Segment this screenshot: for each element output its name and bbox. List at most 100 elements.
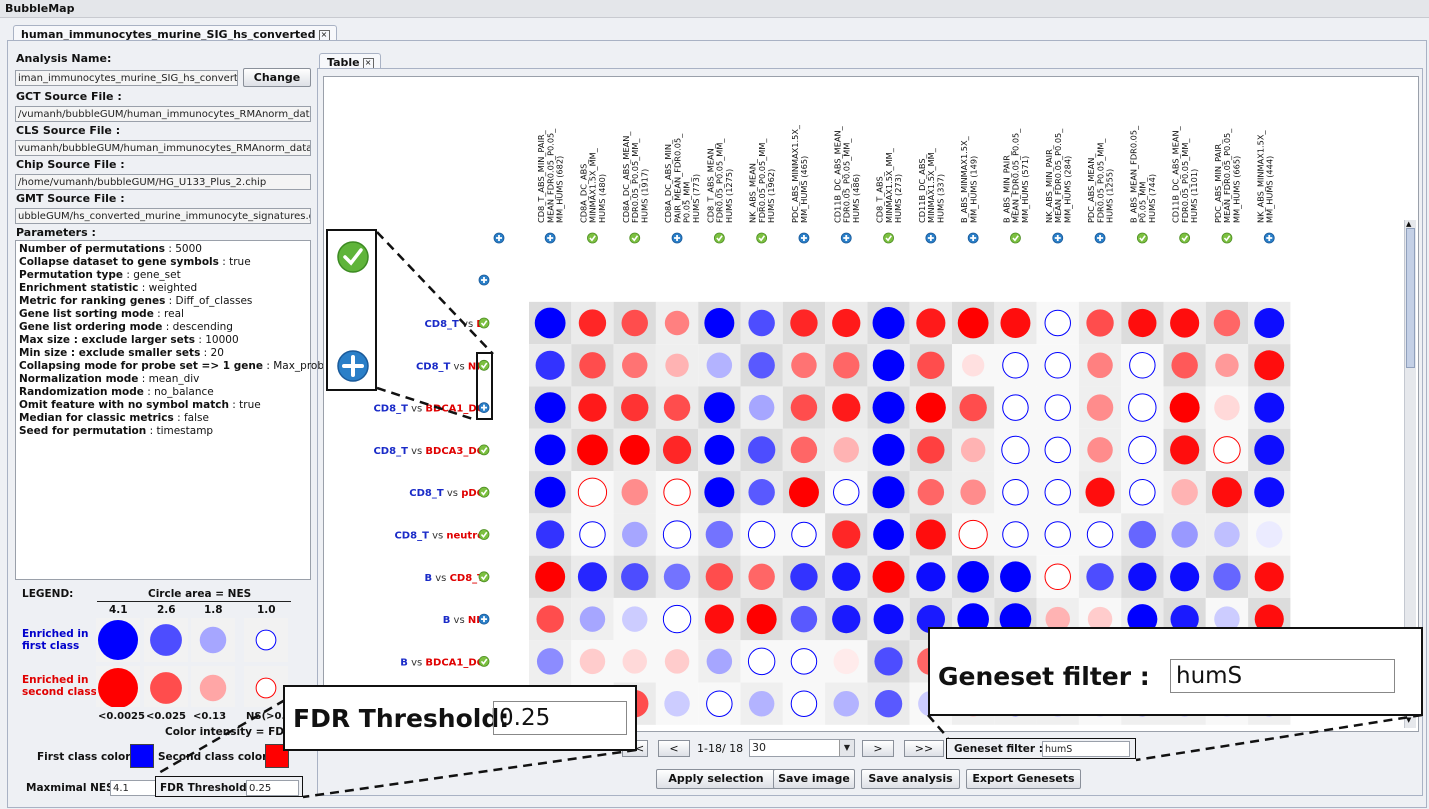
column-label[interactable]: PDC_ABS_MEAN_FDR0.05_P0.05_MM_HUMS (1255…: [1086, 138, 1115, 223]
bubble[interactable]: [1000, 308, 1031, 338]
bubble[interactable]: [664, 310, 690, 336]
bubble[interactable]: [1085, 477, 1115, 507]
check-icon[interactable]: [337, 241, 369, 273]
bubble[interactable]: [704, 604, 734, 634]
check-icon[interactable]: [1179, 232, 1191, 244]
check-icon[interactable]: [1136, 232, 1148, 244]
bubble[interactable]: [957, 560, 989, 593]
bubble[interactable]: [791, 352, 817, 379]
bubble[interactable]: [536, 520, 565, 549]
bubble[interactable]: [704, 477, 735, 508]
bubble[interactable]: [1087, 606, 1113, 632]
column-label[interactable]: B_ABS_MEAN_FDR0.05_P0.05_MM_HUMS (744): [1128, 125, 1157, 223]
tab-analysis[interactable]: human_immunocytes_murine_SIG_hs_converte…: [13, 25, 337, 41]
bubble[interactable]: [832, 308, 861, 338]
bubble[interactable]: [1170, 604, 1199, 634]
gct-field[interactable]: /vumanh/bubbleGUM/human_immunocytes_RMAn…: [15, 106, 311, 122]
bubble[interactable]: [1087, 437, 1113, 463]
bubble[interactable]: [1213, 309, 1241, 337]
bubble[interactable]: [960, 479, 986, 505]
bubble[interactable]: [579, 521, 606, 548]
bubble[interactable]: [1213, 436, 1241, 464]
column-label[interactable]: CD8A_DC_ABS_MIN_PAIR_MEAN_FDR0.05_P0.05_…: [663, 133, 701, 223]
cls-field[interactable]: vumanh/bubbleGUM/human_immunocytes_RMAno…: [15, 140, 311, 156]
close-icon[interactable]: ×: [362, 57, 374, 69]
tab-table[interactable]: Table ×: [319, 53, 381, 69]
row-label[interactable]: B vs NK: [443, 615, 485, 626]
bubble[interactable]: [1214, 521, 1240, 548]
bubble[interactable]: [535, 350, 565, 380]
scroll-down-icon[interactable]: ▼: [1406, 716, 1412, 724]
bubble[interactable]: [790, 394, 818, 421]
apply-selection-button[interactable]: Apply selection: [656, 769, 776, 789]
bubble[interactable]: [577, 477, 608, 507]
bubble[interactable]: [790, 605, 818, 633]
bubble[interactable]: [747, 436, 776, 464]
bubble[interactable]: [706, 690, 733, 717]
bubble[interactable]: [1170, 435, 1200, 465]
bubble[interactable]: [621, 478, 648, 506]
bubble[interactable]: [578, 309, 607, 337]
bubble[interactable]: [1002, 352, 1029, 379]
row-label[interactable]: B vs CD8_T: [424, 573, 484, 584]
check-icon[interactable]: [629, 232, 641, 244]
bubble[interactable]: [747, 520, 776, 549]
bubble[interactable]: [664, 649, 690, 674]
bubble[interactable]: [832, 393, 861, 422]
bubble[interactable]: [1044, 521, 1071, 548]
column-label[interactable]: CD8A_DC_ABS_MEAN_FDR0.05_P0.05_MM_HUMS (…: [621, 131, 650, 223]
bubble[interactable]: [833, 352, 860, 379]
bubble[interactable]: [833, 690, 859, 717]
bubble[interactable]: [1171, 478, 1198, 506]
bubble[interactable]: [1254, 434, 1285, 465]
bubble[interactable]: [1002, 521, 1029, 548]
bubble[interactable]: [748, 309, 775, 337]
bubble[interactable]: [959, 393, 987, 422]
bubble[interactable]: [622, 606, 648, 632]
bubble[interactable]: [621, 393, 649, 422]
row-label[interactable]: CD8_T vs pDC: [409, 488, 484, 499]
bubble[interactable]: [577, 562, 608, 592]
bubble[interactable]: [833, 648, 859, 675]
last-page-button[interactable]: >>: [904, 740, 944, 757]
bubble[interactable]: [873, 519, 904, 550]
bubble[interactable]: [788, 477, 819, 508]
change-button[interactable]: Change: [243, 68, 311, 87]
bubble[interactable]: [790, 563, 818, 591]
bubble[interactable]: [790, 436, 818, 464]
bubble[interactable]: [704, 308, 735, 338]
bubble[interactable]: [705, 520, 734, 549]
bubble[interactable]: [832, 604, 861, 634]
bubble[interactable]: [874, 690, 903, 718]
check-icon[interactable]: [478, 571, 490, 583]
check-icon[interactable]: [478, 486, 490, 498]
bubble[interactable]: [833, 437, 859, 463]
max-nes-field[interactable]: 4.1: [110, 780, 156, 796]
bubble[interactable]: [1129, 352, 1156, 379]
bubble[interactable]: [664, 690, 690, 717]
bubble[interactable]: [1254, 392, 1285, 423]
bubble[interactable]: [872, 476, 905, 509]
bubble[interactable]: [1044, 436, 1071, 464]
bubble[interactable]: [579, 606, 606, 632]
bubble[interactable]: [663, 563, 691, 591]
bubble[interactable]: [619, 434, 650, 465]
bubble[interactable]: [1169, 392, 1200, 423]
bubble[interactable]: [917, 436, 945, 464]
bubble[interactable]: [536, 605, 564, 633]
bubble[interactable]: [704, 434, 735, 465]
row-label[interactable]: CD8_T vs NK: [416, 361, 485, 372]
page-size-select[interactable]: 30 ▼: [749, 739, 855, 757]
row-label[interactable]: CD8_T vs BDCA3_DC: [373, 446, 484, 457]
bubble[interactable]: [958, 519, 988, 550]
bubble[interactable]: [1170, 562, 1200, 592]
bubble[interactable]: [579, 648, 606, 675]
bubble[interactable]: [1128, 393, 1157, 422]
bubble[interactable]: [1214, 394, 1240, 421]
bubble[interactable]: [1128, 520, 1157, 549]
bubble[interactable]: [1128, 308, 1157, 338]
bubble[interactable]: [621, 563, 649, 591]
bubble[interactable]: [1086, 394, 1114, 421]
bubble[interactable]: [1000, 561, 1031, 593]
scrollbar-thumb[interactable]: [1406, 228, 1415, 368]
